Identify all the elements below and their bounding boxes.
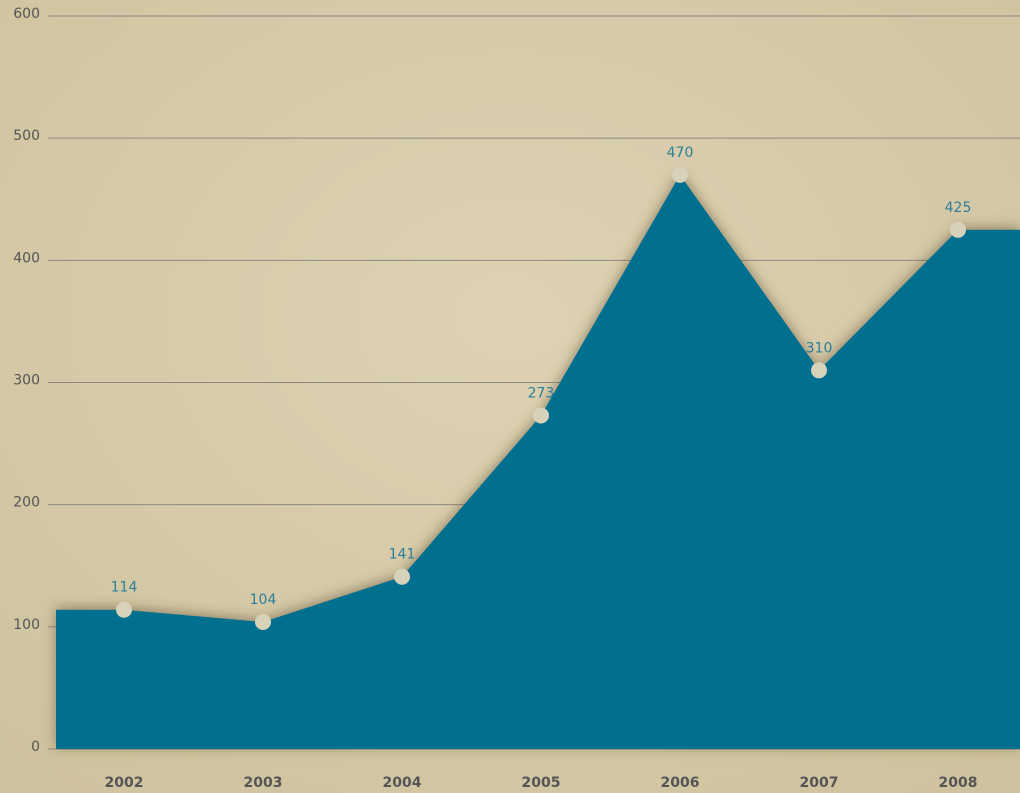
y-tick-label: 200 [13, 495, 40, 511]
value-label: 114 [111, 580, 138, 596]
point [394, 568, 410, 585]
x-tick-label: 2007 [800, 775, 839, 791]
x-tick-label: 2005 [522, 775, 561, 791]
point [255, 613, 271, 630]
y-tick-label: 0 [31, 739, 40, 755]
point [533, 407, 549, 424]
value-label: 273 [528, 385, 555, 401]
value-label: 425 [945, 200, 972, 216]
y-tick-label: 300 [13, 373, 40, 389]
x-tick-label: 2006 [661, 775, 700, 791]
x-tick-label: 2002 [105, 775, 144, 791]
value-label: 310 [806, 340, 833, 356]
point [116, 601, 132, 618]
area [56, 174, 1020, 750]
value-label: 470 [667, 145, 694, 161]
point [950, 221, 966, 238]
point [811, 362, 827, 379]
y-tick-label: 400 [13, 250, 40, 266]
y-tick-label: 500 [13, 128, 40, 144]
y-tick-label: 100 [13, 617, 40, 633]
value-label: 104 [250, 592, 277, 608]
x-tick-label: 2008 [939, 775, 978, 791]
value-label: 141 [389, 547, 416, 563]
point [672, 166, 688, 183]
y-tick-label: 600 [13, 6, 40, 22]
x-tick-label: 2003 [244, 775, 283, 791]
x-tick-label: 2004 [383, 775, 422, 791]
